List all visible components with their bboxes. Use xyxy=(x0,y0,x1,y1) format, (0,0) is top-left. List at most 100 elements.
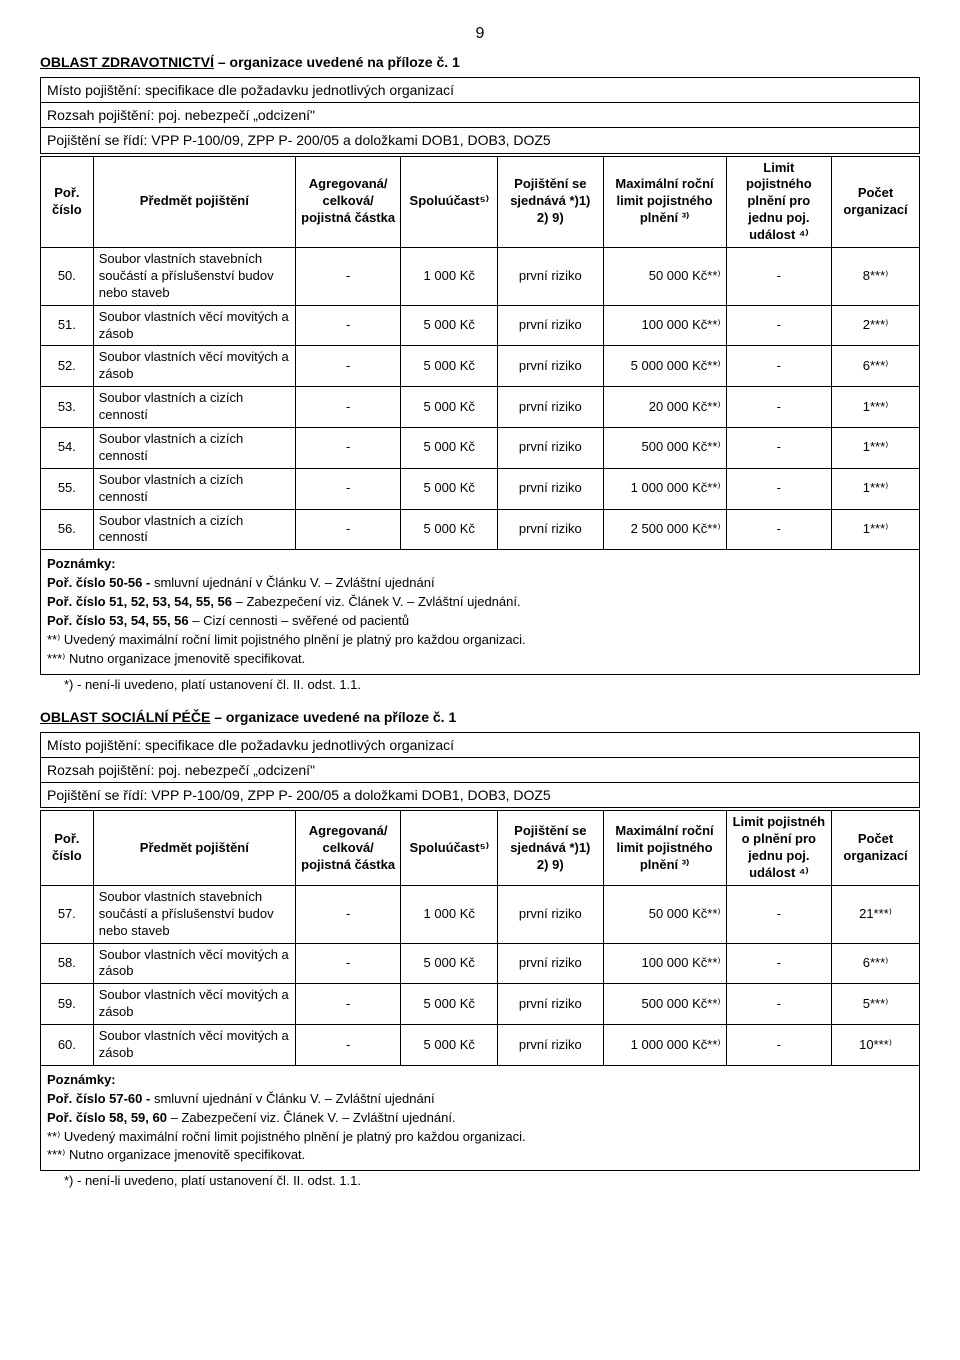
table-row: 50.Soubor vlastních stavebních součástí … xyxy=(41,248,920,306)
cell-l: - xyxy=(726,943,831,984)
cell-a: - xyxy=(295,428,400,469)
cell-s: 5 000 Kč xyxy=(401,305,498,346)
cell-m: 100 000 Kč**⁾ xyxy=(603,943,726,984)
section2-title-rest: – organizace uvedené na příloze č. 1 xyxy=(210,709,456,725)
cell-s: 5 000 Kč xyxy=(401,346,498,387)
table-row: 58.Soubor vlastních věcí movitých a záso… xyxy=(41,943,920,984)
th-pojisteni: Pojištění se sjednává *)1) 2) 9) xyxy=(498,156,603,247)
section2-rozsah: Rozsah pojištění: poj. nebezpečí „odcize… xyxy=(41,758,919,783)
cell-o: 1***⁾ xyxy=(832,428,920,469)
cell-a: - xyxy=(295,346,400,387)
section2-notes: Poznámky: Poř. číslo 57-60 - smluvní ujed… xyxy=(40,1066,920,1171)
th-predmet: Předmět pojištění xyxy=(93,156,295,247)
cell-o: 1***⁾ xyxy=(832,387,920,428)
th-max-limit: Maximální roční limit pojistného plnění … xyxy=(603,156,726,247)
cell-m: 1 000 000 Kč**⁾ xyxy=(603,468,726,509)
cell-n: 60. xyxy=(41,1025,94,1066)
cell-n: 57. xyxy=(41,885,94,943)
cell-s: 5 000 Kč xyxy=(401,428,498,469)
note-line: ***⁾ Nutno organizace jmenovitě specifik… xyxy=(47,1147,913,1164)
cell-f: první riziko xyxy=(498,984,603,1025)
cell-n: 50. xyxy=(41,248,94,306)
cell-m: 20 000 Kč**⁾ xyxy=(603,387,726,428)
cell-n: 58. xyxy=(41,943,94,984)
cell-l: - xyxy=(726,428,831,469)
page-number: 9 xyxy=(40,24,920,45)
cell-a: - xyxy=(295,468,400,509)
cell-s: 5 000 Kč xyxy=(401,468,498,509)
cell-s: 5 000 Kč xyxy=(401,943,498,984)
cell-n: 56. xyxy=(41,509,94,550)
cell-f: první riziko xyxy=(498,943,603,984)
th-agregovana: Agregovaná/ celková/ pojistná částka xyxy=(295,156,400,247)
cell-p: Soubor vlastních věcí movitých a zásob xyxy=(93,1025,295,1066)
cell-a: - xyxy=(295,387,400,428)
cell-p: Soubor vlastních a cizích cenností xyxy=(93,387,295,428)
th-spoluucast: Spoluúčast⁵⁾ xyxy=(401,156,498,247)
th-pocet: Počet organizací xyxy=(832,156,920,247)
cell-l: - xyxy=(726,387,831,428)
note-line: Poznámky: xyxy=(47,1072,913,1089)
section1-table: Poř. číslo Předmět pojištění Agregovaná/… xyxy=(40,156,920,551)
cell-m: 5 000 000 Kč**⁾ xyxy=(603,346,726,387)
cell-s: 5 000 Kč xyxy=(401,509,498,550)
cell-m: 100 000 Kč**⁾ xyxy=(603,305,726,346)
note-line: **⁾ Uvedený maximální roční limit pojist… xyxy=(47,1129,913,1146)
note-line: ***⁾ Nutno organizace jmenovitě specifik… xyxy=(47,651,913,668)
cell-n: 59. xyxy=(41,984,94,1025)
table-row: 60.Soubor vlastních věcí movitých a záso… xyxy=(41,1025,920,1066)
note-line: Poř. číslo 51, 52, 53, 54, 55, 56 – Zabe… xyxy=(47,594,913,611)
th-pocet: Počet organizací xyxy=(832,811,920,886)
cell-m: 500 000 Kč**⁾ xyxy=(603,428,726,469)
table-row: 55.Soubor vlastních a cizích cenností-5 … xyxy=(41,468,920,509)
note-line: Poznámky: xyxy=(47,556,913,573)
section1-title-rest: – organizace uvedené na příloze č. 1 xyxy=(214,54,460,70)
section2-intro-box: Místo pojištění: specifikace dle požadav… xyxy=(40,732,920,809)
section2-title: OBLAST SOCIÁLNÍ PÉČE – organizace uveden… xyxy=(40,708,920,726)
cell-l: - xyxy=(726,1025,831,1066)
cell-m: 500 000 Kč**⁾ xyxy=(603,984,726,1025)
cell-m: 2 500 000 Kč**⁾ xyxy=(603,509,726,550)
note-line: Poř. číslo 58, 59, 60 – Zabezpečení viz.… xyxy=(47,1110,913,1127)
table-header-row: Poř. číslo Předmět pojištění Agregovaná/… xyxy=(41,811,920,886)
cell-p: Soubor vlastních věcí movitých a zásob xyxy=(93,305,295,346)
cell-s: 5 000 Kč xyxy=(401,387,498,428)
note-line: Poř. číslo 50-56 - smluvní ujednání v Čl… xyxy=(47,575,913,592)
th-max-limit: Maximální roční limit pojistného plnění … xyxy=(603,811,726,886)
section2-misto: Místo pojištění: specifikace dle požadav… xyxy=(41,733,919,758)
cell-s: 1 000 Kč xyxy=(401,885,498,943)
table-row: 56.Soubor vlastních a cizích cenností-5 … xyxy=(41,509,920,550)
table-row: 51.Soubor vlastních věcí movitých a záso… xyxy=(41,305,920,346)
cell-f: první riziko xyxy=(498,885,603,943)
cell-p: Soubor vlastních věcí movitých a zásob xyxy=(93,943,295,984)
cell-s: 5 000 Kč xyxy=(401,1025,498,1066)
cell-o: 10***⁾ xyxy=(832,1025,920,1066)
note-line: Poř. číslo 57-60 - smluvní ujednání v Čl… xyxy=(47,1091,913,1108)
cell-a: - xyxy=(295,248,400,306)
table-header-row: Poř. číslo Předmět pojištění Agregovaná/… xyxy=(41,156,920,247)
section1-intro-box: Místo pojištění: specifikace dle požadav… xyxy=(40,77,920,154)
cell-o: 21***⁾ xyxy=(832,885,920,943)
section1-ridi: Pojištění se řídí: VPP P-100/09, ZPP P- … xyxy=(41,128,919,152)
cell-m: 50 000 Kč**⁾ xyxy=(603,885,726,943)
cell-a: - xyxy=(295,885,400,943)
table-row: 57.Soubor vlastních stavebních součástí … xyxy=(41,885,920,943)
table-row: 53.Soubor vlastních a cizích cenností-5 … xyxy=(41,387,920,428)
cell-l: - xyxy=(726,984,831,1025)
cell-n: 54. xyxy=(41,428,94,469)
cell-a: - xyxy=(295,305,400,346)
cell-l: - xyxy=(726,468,831,509)
cell-f: první riziko xyxy=(498,387,603,428)
th-agregovana: Agregovaná/ celková/ pojistná částka xyxy=(295,811,400,886)
table-row: 52.Soubor vlastních věcí movitých a záso… xyxy=(41,346,920,387)
th-limit-udalost: Limit pojistného plnění pro jednu poj. u… xyxy=(726,156,831,247)
section1-misto: Místo pojištění: specifikace dle požadav… xyxy=(41,78,919,103)
cell-p: Soubor vlastních věcí movitých a zásob xyxy=(93,346,295,387)
section1-footnote: *) - není-li uvedeno, platí ustanovení č… xyxy=(64,677,920,694)
th-pojisteni: Pojištění se sjednává *)1) 2) 9) xyxy=(498,811,603,886)
table-row: 59.Soubor vlastních věcí movitých a záso… xyxy=(41,984,920,1025)
table-row: 54.Soubor vlastních a cizích cenností-5 … xyxy=(41,428,920,469)
cell-o: 5***⁾ xyxy=(832,984,920,1025)
cell-o: 8***⁾ xyxy=(832,248,920,306)
cell-f: první riziko xyxy=(498,248,603,306)
